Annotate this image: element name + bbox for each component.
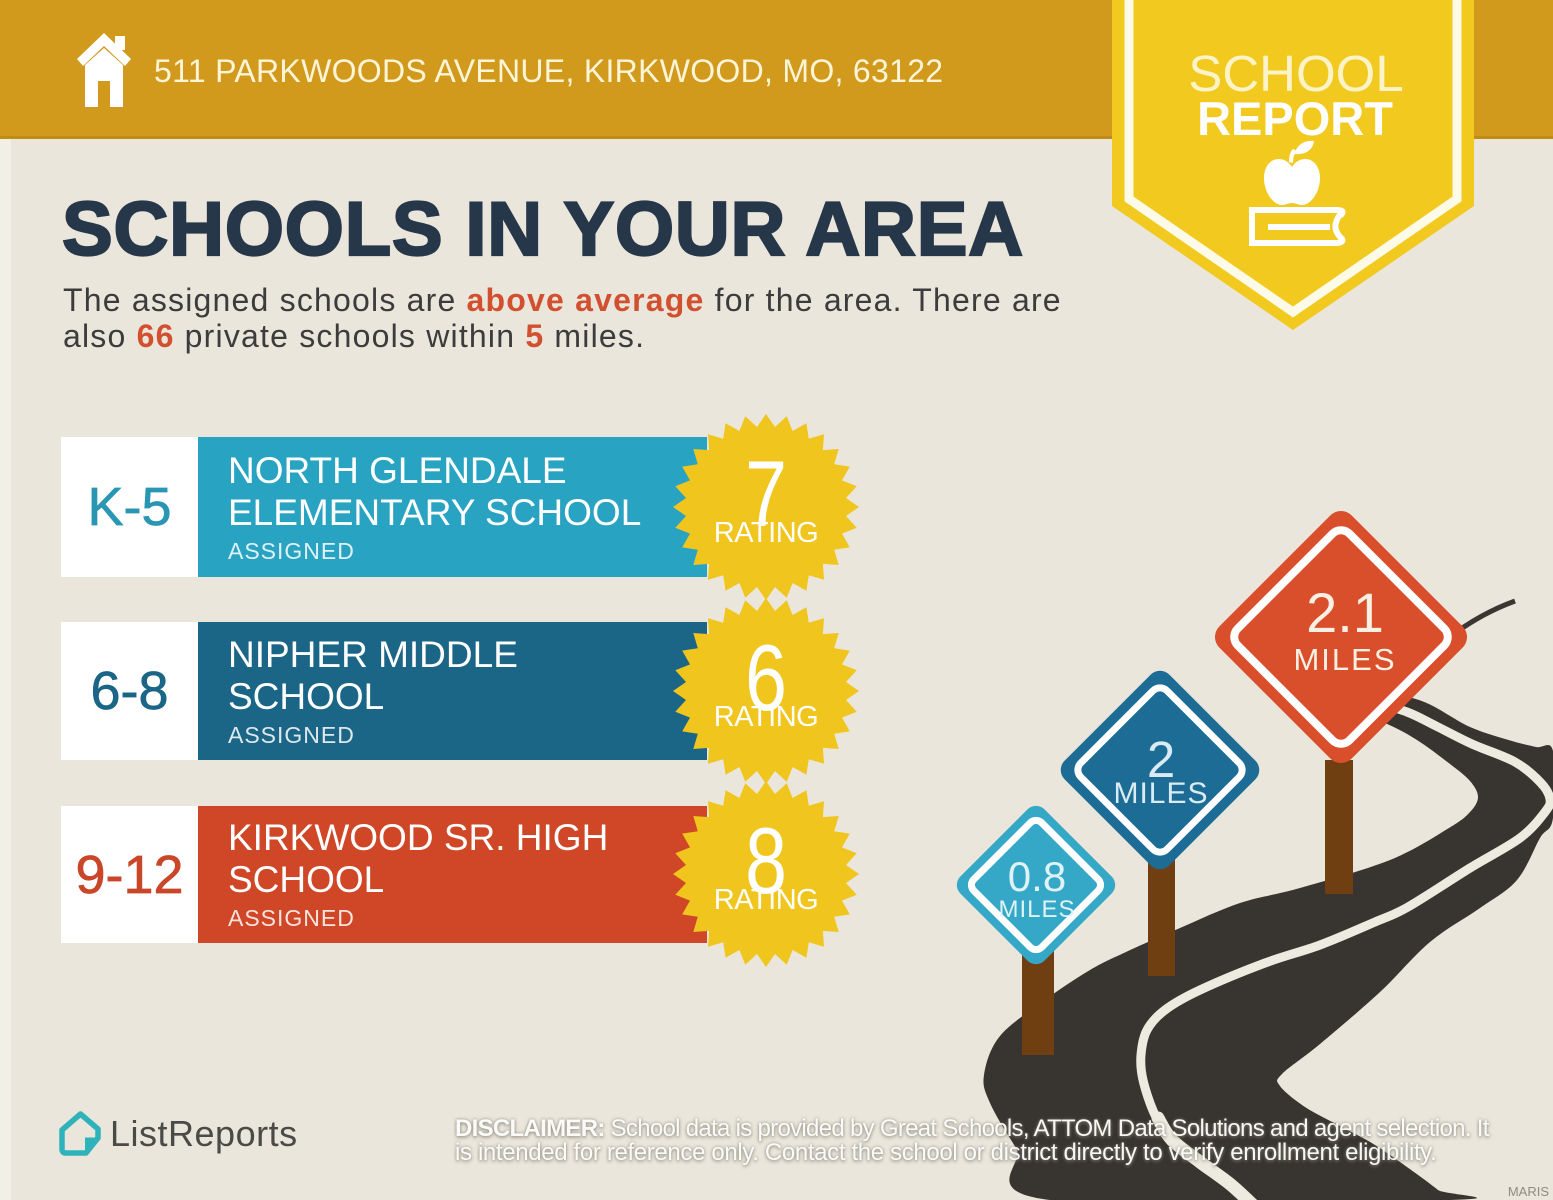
svg-text:2.1: 2.1 (1306, 581, 1384, 644)
svg-text:MILES: MILES (1113, 777, 1208, 810)
svg-text:MILES: MILES (998, 896, 1075, 923)
svg-text:MILES: MILES (1293, 642, 1396, 677)
svg-text:0.8: 0.8 (1008, 853, 1066, 900)
svg-text:SCHOOL: SCHOOL (1188, 45, 1403, 102)
svg-text:REPORT: REPORT (1197, 92, 1393, 145)
svg-text:2: 2 (1147, 731, 1175, 788)
